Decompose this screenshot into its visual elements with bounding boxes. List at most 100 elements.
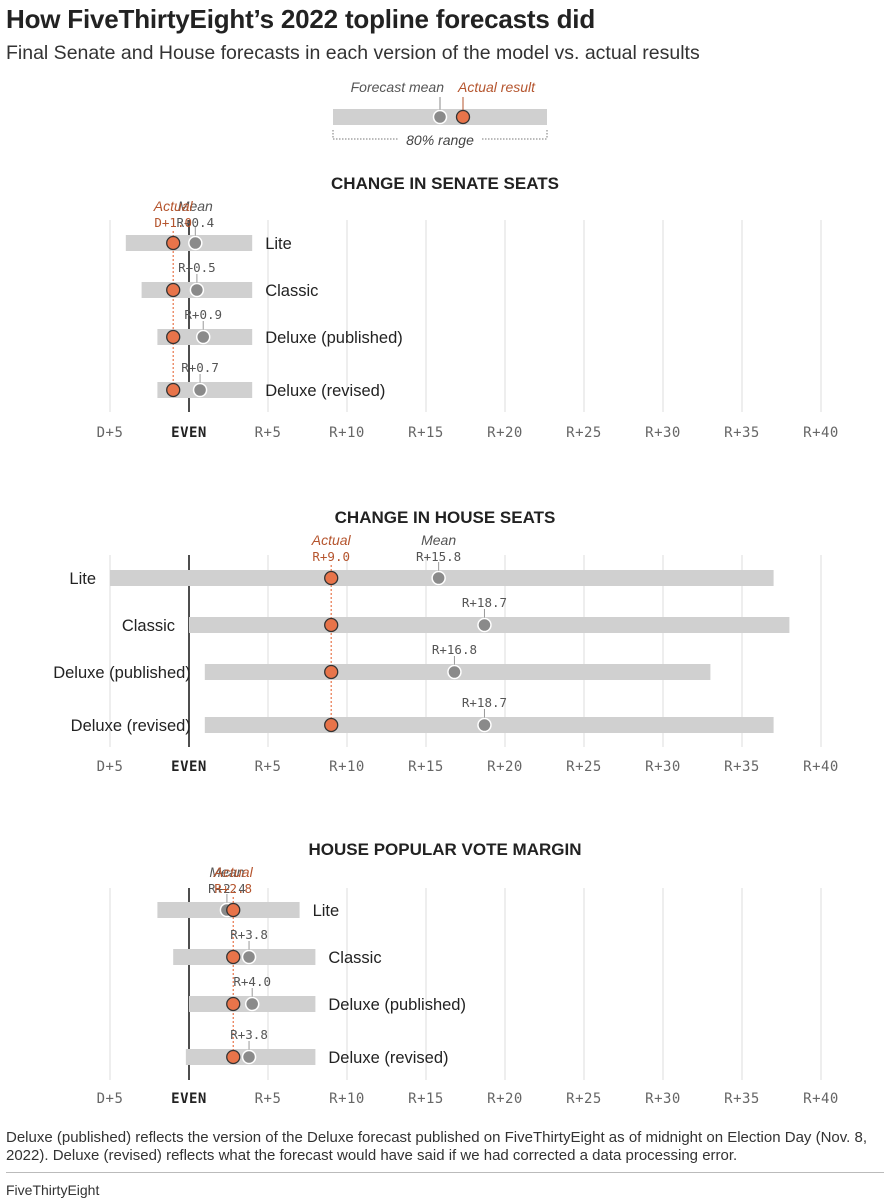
mean-value-label: R+15.8 [416,549,461,564]
chart-panel: CHANGE IN HOUSE SEATS D+5 EVEN R+5 R+10 R+15 R… [53,508,839,775]
x-tick-label: R+40 [803,1091,839,1107]
x-tick-label: D+5 [97,425,124,441]
mean-value-label: R+0.5 [178,260,216,275]
actual-dot [166,282,181,298]
row-label: Classic [328,949,381,967]
x-tick-label: R+10 [329,425,365,441]
x-tick-label: R+40 [803,425,839,441]
legend-range-label: 80% range [406,132,474,148]
mean-value-label: R+0.4 [176,215,214,230]
legend: 80% range Forecast mean Actual result [332,79,548,148]
footnote: Deluxe (published) reflects the version … [6,1129,867,1164]
x-tick-label: R+5 [255,759,282,775]
legend-actual-dot [455,109,471,125]
actual-dot [226,949,241,965]
mean-value-label: R+3.8 [230,927,268,942]
x-tick-label: EVEN [171,759,207,775]
mean-header: Mean [209,864,244,880]
actual-dot [324,617,339,633]
x-tick-label: R+30 [645,1091,681,1107]
mean-value-label: R+0.9 [184,307,222,322]
mean-dot [244,996,260,1012]
actual-value-label: R+9.0 [312,549,350,564]
chart-panel: HOUSE POPULAR VOTE MARGIN D+5 EVEN R+5 R+10 R… [97,840,839,1107]
mean-dot [447,664,462,680]
mean-value-label: R+18.7 [462,595,507,610]
x-tick-label: R+25 [566,425,602,441]
panel-title: CHANGE IN SENATE SEATS [331,174,559,193]
x-tick-label: D+5 [97,759,124,775]
actual-dot [324,717,339,733]
x-tick-label: R+15 [408,759,444,775]
actual-value-label: R+2.8 [214,881,252,896]
x-tick-label: R+10 [329,759,365,775]
mean-dot [477,617,492,633]
footer-divider [6,1172,884,1173]
actual-dot [324,664,339,680]
mean-dot [477,717,492,733]
x-tick-label: R+20 [487,425,523,441]
actual-dot [166,235,181,251]
x-tick-label: R+40 [803,759,839,775]
x-tick-label: R+25 [566,1091,602,1107]
mean-dot [188,235,203,251]
mean-header: Mean [421,532,456,548]
mean-value-label: R+18.7 [462,695,507,710]
row-label: Deluxe (revised) [265,382,385,400]
x-tick-label: D+5 [97,1091,124,1107]
panel-title: CHANGE IN HOUSE SEATS [335,508,556,527]
x-tick-label: EVEN [171,1091,207,1107]
row-label: Deluxe (revised) [71,717,191,735]
mean-dot [189,282,205,298]
x-tick-label: R+5 [255,1091,282,1107]
actual-value-label: D+1.0 [154,215,192,230]
actual-dot [166,329,181,345]
row-label: Lite [265,235,292,253]
mean-value-label: R+0.7 [181,360,219,375]
x-tick-label: R+30 [645,759,681,775]
actual-dot [166,382,181,398]
mean-dot [431,570,446,586]
legend-mean-label: Forecast mean [351,79,445,95]
x-tick-label: R+35 [724,425,760,441]
row-label: Classic [265,282,318,300]
row-label: Deluxe (published) [265,329,403,347]
actual-header: Actual [311,532,352,548]
x-tick-label: R+5 [255,425,282,441]
actual-dot [226,1049,241,1065]
chart-subtitle: Final Senate and House forecasts in each… [6,42,700,64]
row-label: Lite [313,902,340,920]
row-label: Deluxe (published) [53,664,191,682]
brand-credit: FiveThirtyEight [6,1182,100,1198]
row-label: Deluxe (published) [328,996,466,1014]
legend-actual-label: Actual result [457,79,536,95]
actual-dot [226,996,241,1012]
mean-value-label: R+16.8 [432,642,477,657]
actual-header: Actual [213,864,254,880]
x-tick-label: R+10 [329,1091,365,1107]
x-tick-label: R+20 [487,1091,523,1107]
mean-dot [192,382,208,398]
legend-mean-dot [432,109,448,125]
mean-value-label: R+3.8 [230,1027,268,1042]
x-tick-label: R+30 [645,425,681,441]
x-tick-label: R+35 [724,1091,760,1107]
row-label: Classic [122,617,175,635]
x-tick-label: R+15 [408,425,444,441]
actual-header: Actual [153,198,194,214]
actual-dot [226,902,241,918]
chart-title: How FiveThirtyEight’s 2022 topline forec… [6,4,596,34]
x-tick-label: R+20 [487,759,523,775]
mean-header: Mean [178,198,213,214]
mean-value-label: R+4.0 [233,974,271,989]
mean-value-label: R+2.4 [208,881,246,896]
x-tick-label: R+35 [724,759,760,775]
panel-title: HOUSE POPULAR VOTE MARGIN [309,840,582,859]
mean-dot [195,329,211,345]
mean-dot [241,1049,257,1065]
x-tick-label: EVEN [171,425,207,441]
x-tick-label: R+25 [566,759,602,775]
chart-panel: CHANGE IN SENATE SEATS D+5 EVEN R+5 R+10 R+15… [97,174,839,441]
mean-dot [241,949,257,965]
